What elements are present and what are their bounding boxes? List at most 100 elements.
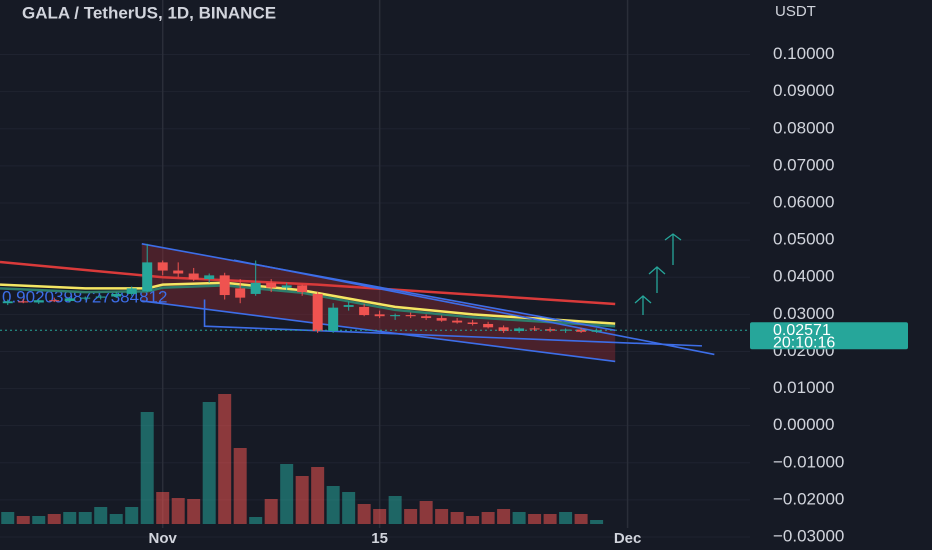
volume-bar xyxy=(311,467,325,524)
volume-bar xyxy=(450,512,464,524)
y-tick-label: 0.00000 xyxy=(773,415,834,434)
volume-bar xyxy=(404,509,418,524)
candle-body xyxy=(467,322,478,324)
channel-fill xyxy=(141,243,616,362)
y-axis-label: USDT xyxy=(775,3,816,20)
candle-body xyxy=(173,270,184,274)
candle-body xyxy=(312,293,323,332)
candle-body xyxy=(266,282,277,288)
y-tick-label: −0.02000 xyxy=(773,489,844,508)
price-value: 0.02571 xyxy=(773,322,831,339)
y-tick-label: 0.05000 xyxy=(773,230,834,249)
volume-bar xyxy=(32,516,46,524)
volume-bar xyxy=(373,509,387,524)
candle-body xyxy=(405,315,416,317)
y-tick-label: 0.03000 xyxy=(773,304,834,323)
volume-bar xyxy=(466,516,480,524)
volume-bar xyxy=(1,512,15,524)
candle-body xyxy=(452,320,463,323)
volume-bar xyxy=(528,514,542,524)
candle-body xyxy=(95,296,106,298)
y-tick-label: −0.03000 xyxy=(773,526,844,545)
volume-bar xyxy=(388,496,402,524)
candle-body xyxy=(529,328,540,330)
volume-bar xyxy=(481,512,495,524)
volume-bar xyxy=(109,514,123,524)
y-tick-label: 0.06000 xyxy=(773,192,834,211)
candle-body xyxy=(498,327,509,332)
candle-body xyxy=(219,275,230,296)
arrows xyxy=(634,233,682,315)
y-tick-label: −0.01000 xyxy=(773,452,844,471)
volume-bar xyxy=(63,512,77,524)
y-axis: 0.10000 0.09000 0.08000 0.07000 0.06000 0.050… xyxy=(773,44,844,545)
volume-bar xyxy=(47,514,61,524)
y-tick-label: 0.08000 xyxy=(773,118,834,137)
volume-bar xyxy=(590,520,604,524)
volume-bar xyxy=(435,509,449,524)
y-tick-label: 0.10000 xyxy=(773,44,834,63)
y-tick-label: 0.09000 xyxy=(773,81,834,100)
volume-bar xyxy=(497,509,511,524)
volume-bar xyxy=(326,486,340,524)
volume-bar xyxy=(419,501,433,524)
volume-bar xyxy=(171,498,185,524)
volume-bar xyxy=(233,448,247,524)
candle-body xyxy=(33,300,44,303)
volume-bar xyxy=(280,464,294,524)
overlay-line xyxy=(141,300,616,363)
y-tick-label: 0.04000 xyxy=(773,267,834,286)
arrow xyxy=(648,266,666,293)
arrow xyxy=(634,295,652,315)
candle-body xyxy=(483,323,494,328)
candle-body xyxy=(359,306,370,316)
candle-body xyxy=(390,315,401,317)
arrow xyxy=(664,233,682,265)
candle-body xyxy=(297,285,308,293)
volume-bar xyxy=(357,504,371,524)
volume-bar xyxy=(574,514,588,524)
volume-bar xyxy=(264,499,278,524)
x-tick-label: Dec xyxy=(614,530,642,547)
countdown: 20:10:16 xyxy=(773,334,835,351)
candle-body xyxy=(126,288,137,294)
volume-bar xyxy=(543,514,557,524)
candles xyxy=(2,243,602,333)
candle-body xyxy=(2,301,13,304)
volume-bar xyxy=(249,517,263,524)
candle-body xyxy=(374,314,385,317)
x-axis: Nov 15 Dec xyxy=(149,530,642,547)
volume-bar xyxy=(218,394,232,524)
candle-body xyxy=(204,275,215,280)
channel-area xyxy=(141,243,616,362)
candle-body xyxy=(514,328,525,332)
candle-body xyxy=(111,293,122,297)
candle-body xyxy=(328,307,339,332)
chart-title: GALA / TetherUS, 1D, BINANCE xyxy=(22,3,276,22)
candle-body xyxy=(80,297,91,299)
x-tick-label: 15 xyxy=(371,530,388,547)
candle-body xyxy=(591,330,602,332)
candle-body xyxy=(235,288,246,298)
volume-bar xyxy=(187,499,201,524)
volume-bar xyxy=(512,512,526,524)
volume-bar xyxy=(342,492,356,524)
candle-body xyxy=(18,301,29,303)
price-box xyxy=(750,322,908,350)
candle-body xyxy=(49,300,60,302)
volume-bar xyxy=(125,507,139,524)
candle-body xyxy=(281,285,292,288)
candle-body xyxy=(250,282,261,294)
volume-bar xyxy=(156,492,170,524)
candle-body xyxy=(421,316,432,319)
volume-bar xyxy=(94,507,108,524)
y-tick-label: 0.07000 xyxy=(773,155,834,174)
volume-bar xyxy=(295,476,309,524)
candle-body xyxy=(188,273,199,280)
overlay-line xyxy=(141,243,616,332)
candle-body xyxy=(142,262,153,292)
volume-bar xyxy=(78,512,92,524)
x-tick-label: Nov xyxy=(149,530,178,547)
